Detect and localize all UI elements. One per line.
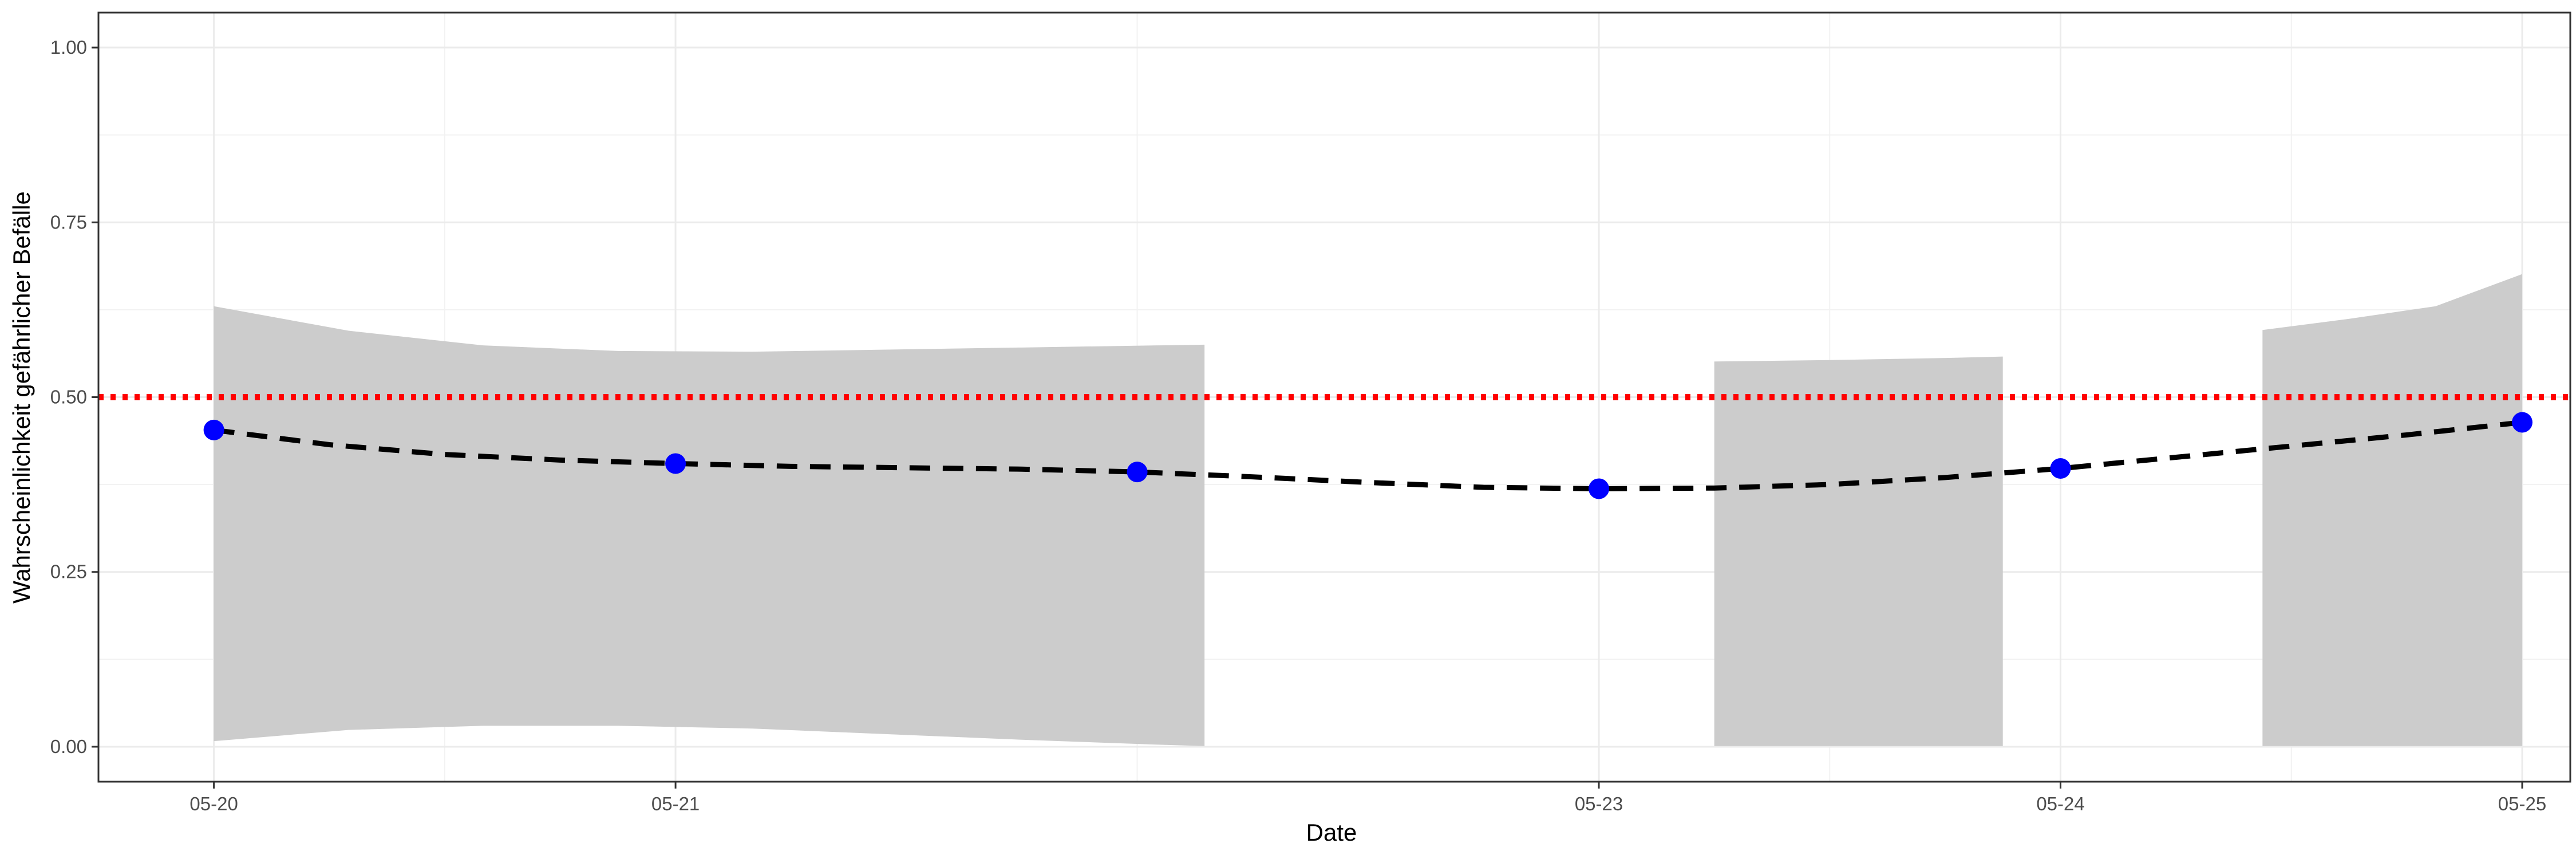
- data-point: [2511, 412, 2532, 433]
- data-point: [2050, 458, 2071, 479]
- data-point: [203, 419, 224, 440]
- x-tick-label: 05-20: [189, 793, 238, 814]
- y-tick-label: 0.50: [50, 387, 87, 408]
- confidence-ribbon: [1714, 356, 2003, 746]
- trend-line: [214, 419, 2523, 491]
- data-points: [203, 412, 2532, 499]
- data-point: [1127, 462, 1148, 483]
- confidence-ribbons: [214, 274, 2522, 746]
- x-tick-label: 05-25: [2498, 793, 2546, 814]
- data-point: [665, 453, 686, 474]
- data-point: [1589, 478, 1610, 499]
- y-tick-label: 1.00: [50, 37, 87, 58]
- confidence-ribbon: [2262, 274, 2522, 746]
- x-tick-label: 05-21: [651, 793, 700, 814]
- confidence-ribbon: [214, 306, 1205, 746]
- y-tick-label: 0.75: [50, 211, 87, 233]
- x-tick-label: 05-23: [1575, 793, 1623, 814]
- x-axis: 05-20 05-21 05-23 05-24 05-25: [189, 782, 2546, 814]
- y-axis-title: Wahrscheinlichkeit gefährlicher Befälle: [8, 191, 35, 604]
- y-tick-label: 0.25: [50, 561, 87, 582]
- trend-series-line: [214, 419, 2523, 491]
- y-tick-label: 0.00: [50, 736, 87, 757]
- x-axis-title: Date: [1306, 819, 1357, 846]
- x-tick-label: 05-24: [2036, 793, 2084, 814]
- y-axis: 0.00 0.25 0.50 0.75 1.00: [50, 37, 98, 757]
